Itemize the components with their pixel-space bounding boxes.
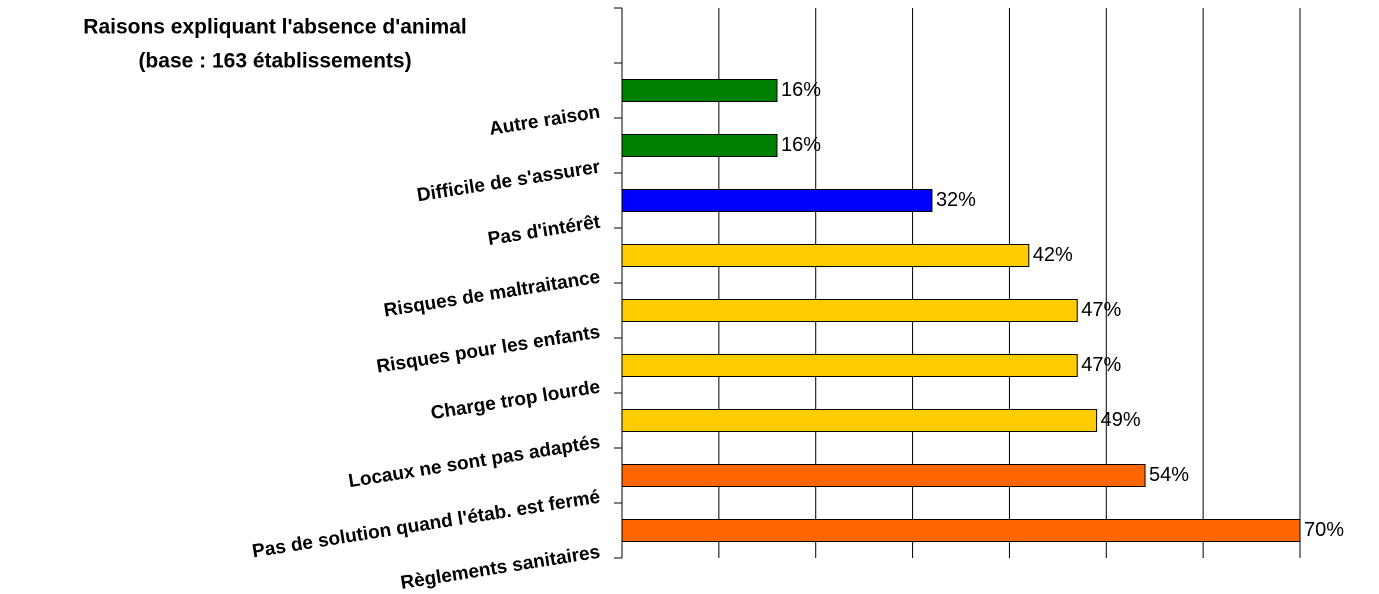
value-label: 32%	[936, 189, 976, 211]
category-label: Règlements sanitaires	[399, 542, 602, 594]
category-label: Risques pour les enfants	[375, 322, 601, 378]
bar	[621, 519, 1301, 542]
bar	[621, 409, 1098, 432]
bar	[621, 244, 1030, 267]
bar	[621, 79, 778, 102]
category-label: Risques de maltraitance	[382, 267, 601, 322]
bar	[621, 189, 933, 212]
category-label: Charge trop lourde	[429, 377, 601, 424]
value-label: 42%	[1033, 244, 1073, 266]
bar	[621, 299, 1078, 322]
value-label: 49%	[1101, 409, 1141, 431]
category-label: Autre raison	[488, 102, 602, 140]
value-label: 47%	[1081, 299, 1121, 321]
chart-subtitle: (base : 163 établissements)	[138, 50, 411, 73]
category-label: Pas d'intérêt	[486, 212, 602, 251]
value-label: 54%	[1149, 464, 1189, 486]
value-label: 16%	[781, 134, 821, 156]
category-label: Locaux ne sont pas adaptés	[347, 432, 602, 493]
category-label: Difficile de s'assurer	[415, 157, 602, 207]
value-label: 16%	[781, 79, 821, 101]
bar	[621, 354, 1078, 377]
bar	[621, 464, 1146, 487]
value-label: 47%	[1081, 354, 1121, 376]
chart-title: Raisons expliquant l'absence d'animal	[83, 16, 466, 39]
bar	[621, 134, 778, 157]
value-label: 70%	[1304, 519, 1344, 541]
